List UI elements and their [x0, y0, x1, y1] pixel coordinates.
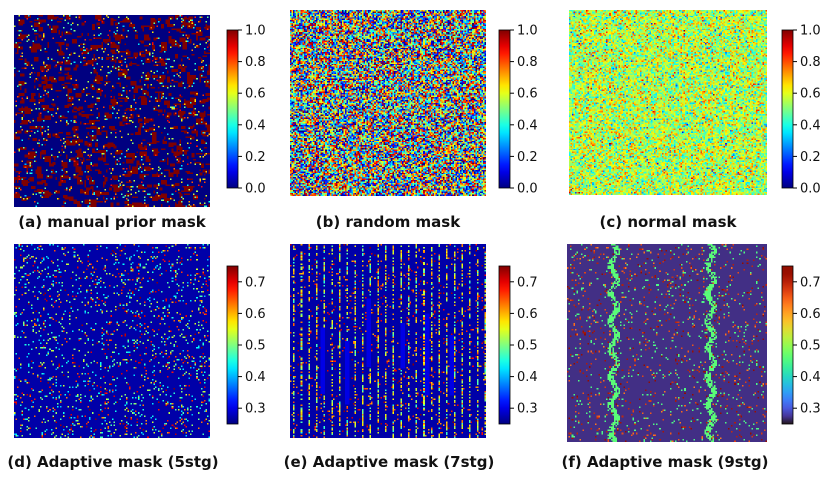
heatmap-c — [569, 10, 767, 195]
colorbar-tick-label: 0.6 — [517, 307, 538, 322]
caption-a: (a) manual prior mask — [18, 213, 206, 231]
caption-e: (e) Adaptive mask (7stg) — [283, 453, 495, 471]
colorbar-a: 0.0 0.2 0.4 0.6 0.8 1.0 — [226, 24, 266, 197]
colorbar-tick-label: 0.4 — [517, 370, 538, 385]
colorbar-tick-label: 1.0 — [517, 24, 538, 39]
colorbar-tick-label: 0.6 — [245, 307, 266, 322]
colorbar-f: 0.3 0.4 0.5 0.6 0.7 — [781, 265, 821, 425]
heatmap-a — [14, 15, 210, 207]
heatmap-f — [567, 244, 767, 442]
colorbar-tick-label: 0.2 — [800, 150, 821, 165]
colorbar-tick-label: 0.5 — [800, 339, 821, 354]
colorbar-e: 0.3 0.4 0.5 0.6 0.7 — [498, 265, 538, 425]
colorbar-gradient — [498, 29, 511, 189]
colorbar-b: 0.0 0.2 0.4 0.6 0.8 1.0 — [498, 24, 538, 197]
colorbar-tick-label: 0.8 — [517, 55, 538, 70]
colorbar-tick-label: 0.2 — [517, 150, 538, 165]
caption-c: (c) normal mask — [599, 213, 737, 231]
colorbar-d: 0.3 0.4 0.5 0.6 0.7 — [226, 265, 266, 425]
colorbar-tick-label: 0.7 — [517, 275, 538, 290]
colorbar-gradient — [781, 29, 794, 189]
colorbar-tick-label: 0.4 — [245, 118, 266, 133]
heatmap-b — [290, 10, 486, 196]
colorbar-tick-label: 0.6 — [245, 87, 266, 102]
caption-b: (b) random mask — [315, 213, 461, 231]
colorbar-tick-label: 0.6 — [517, 87, 538, 102]
colorbar-gradient — [226, 265, 239, 425]
colorbar-gradient — [781, 265, 794, 425]
colorbar-c: 0.0 0.2 0.4 0.6 0.8 1.0 — [781, 24, 821, 197]
colorbar-tick-label: 0.3 — [245, 402, 266, 417]
colorbar-tick-label: 1.0 — [245, 24, 266, 39]
colorbar-tick-label: 0.3 — [800, 402, 821, 417]
colorbar-gradient — [226, 29, 239, 189]
heatmap-e — [290, 244, 486, 438]
colorbar-tick-label: 0.2 — [245, 150, 266, 165]
colorbar-tick-label: 0.6 — [800, 307, 821, 322]
caption-d: (d) Adaptive mask (5stg) — [7, 453, 219, 471]
colorbar-tick-label: 0.7 — [800, 275, 821, 290]
colorbar-tick-label: 0.0 — [245, 182, 266, 197]
colorbar-tick-label: 0.6 — [800, 87, 821, 102]
colorbar-tick-label: 0.4 — [245, 370, 266, 385]
colorbar-tick-label: 1.0 — [800, 24, 821, 39]
colorbar-tick-label: 0.4 — [800, 118, 821, 133]
colorbar-tick-label: 0.5 — [245, 339, 266, 354]
colorbar-tick-label: 0.4 — [517, 118, 538, 133]
colorbar-tick-label: 0.8 — [800, 55, 821, 70]
caption-f: (f) Adaptive mask (9stg) — [561, 453, 769, 471]
colorbar-tick-label: 0.4 — [800, 370, 821, 385]
colorbar-tick-label: 0.0 — [800, 182, 821, 197]
colorbar-tick-label: 0.0 — [517, 182, 538, 197]
colorbar-tick-label: 0.5 — [517, 339, 538, 354]
colorbar-gradient — [498, 265, 511, 425]
colorbar-tick-label: 0.3 — [517, 402, 538, 417]
heatmap-d — [14, 244, 210, 438]
colorbar-tick-label: 0.8 — [245, 55, 266, 70]
colorbar-tick-label: 0.7 — [245, 275, 266, 290]
